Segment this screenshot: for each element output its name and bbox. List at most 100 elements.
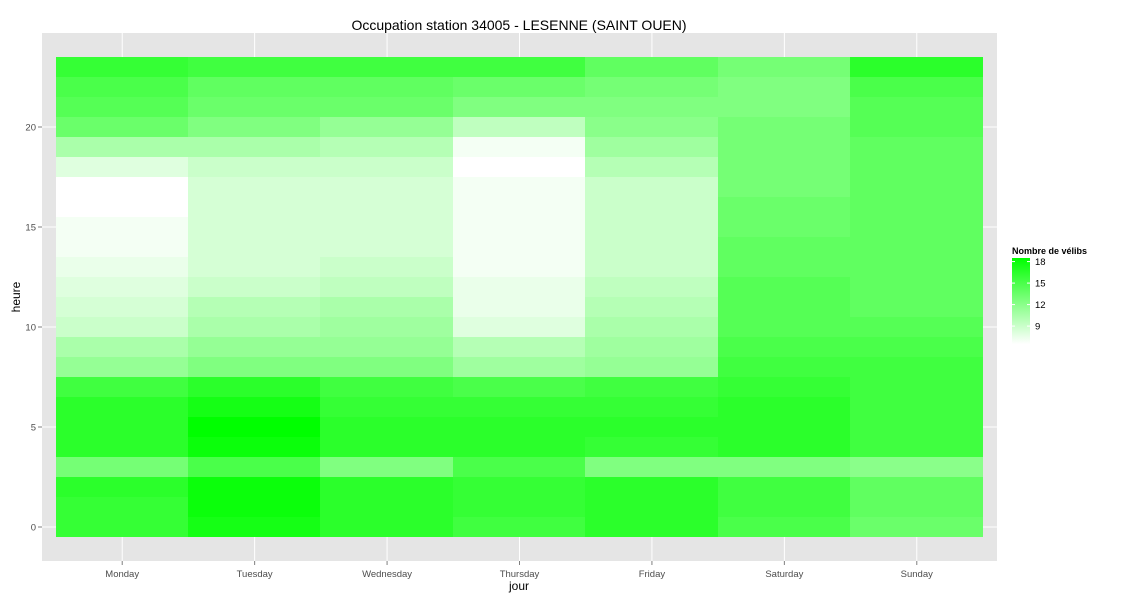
heatmap-tile [585, 297, 719, 317]
heatmap-tile [188, 417, 321, 437]
heatmap-tile [188, 257, 321, 277]
heatmap-tile [453, 97, 586, 117]
heatmap-tile [585, 397, 719, 417]
heatmap-tile [320, 277, 454, 297]
chart-title: Occupation station 34005 - LESENNE (SAIN… [351, 17, 686, 33]
heatmap-tile [56, 157, 189, 177]
heatmap-tile [585, 157, 719, 177]
heatmap-tile [718, 397, 851, 417]
heatmap-tile [188, 377, 321, 397]
heatmap-tile [850, 497, 983, 517]
heatmap-tile [453, 77, 586, 97]
heatmap-tile [188, 57, 321, 77]
heatmap-tile [453, 517, 586, 537]
heatmap-tile [453, 57, 586, 77]
heatmap-tile [585, 337, 719, 357]
heatmap-tile [585, 497, 719, 517]
heatmap-tile [188, 357, 321, 377]
heatmap-tile [718, 277, 851, 297]
x-tick-label: Thursday [500, 569, 540, 580]
heatmap-tile [188, 97, 321, 117]
heatmap-tile [453, 317, 586, 337]
heatmap-tile [585, 237, 719, 257]
heatmap-tile [188, 337, 321, 357]
y-tick-label: 15 [25, 223, 36, 234]
heatmap-tile [585, 517, 719, 537]
heatmap-tile [320, 217, 454, 237]
heatmap-tile [56, 377, 189, 397]
y-axis-label: heure [9, 281, 23, 312]
heatmap-tile [320, 77, 454, 97]
heatmap-tile [56, 497, 189, 517]
heatmap-tile [850, 137, 983, 157]
heatmap-tile [320, 97, 454, 117]
heatmap-tile [585, 277, 719, 297]
heatmap-tile [850, 237, 983, 257]
legend-ticks: 9 12 15 18 [1012, 257, 1046, 333]
heatmap-tile [585, 77, 719, 97]
heatmap-tile [56, 357, 189, 377]
heatmap-tile [56, 137, 189, 157]
heatmap-tile [320, 197, 454, 217]
heatmap-tile [453, 357, 586, 377]
x-tick-label: Monday [105, 569, 139, 580]
heatmap-tile [718, 157, 851, 177]
x-tick-label: Sunday [901, 569, 933, 580]
legend-label: 12 [1035, 300, 1046, 311]
heatmap-tile [718, 57, 851, 77]
heatmap-tile [585, 377, 719, 397]
legend-colorbar [1012, 258, 1030, 344]
heatmap-tile [718, 337, 851, 357]
heatmap-tile [585, 57, 719, 77]
heatmap-tile [453, 437, 586, 457]
heatmap-tile [320, 157, 454, 177]
heatmap-tile [320, 237, 454, 257]
heatmap-tile [188, 457, 321, 477]
heatmap-tile [585, 437, 719, 457]
heatmap-tile [320, 357, 454, 377]
heatmap-tile [188, 317, 321, 337]
heatmap-tile [56, 517, 189, 537]
heatmap-tile [585, 117, 719, 137]
heatmap-tile [850, 257, 983, 277]
heatmap-tile [56, 97, 189, 117]
heatmap-tile [850, 437, 983, 457]
heatmap-tile [188, 237, 321, 257]
heatmap-tile [56, 117, 189, 137]
heatmap-tile [585, 357, 719, 377]
heatmap-tile [585, 197, 719, 217]
heatmap-tile [188, 277, 321, 297]
heatmap-tile [188, 117, 321, 137]
heatmap-tile [453, 237, 586, 257]
x-axis: Monday Tuesday Wednesday Thursday Friday Satu… [105, 561, 933, 580]
heatmap-tile [188, 217, 321, 237]
heatmap-tile [850, 297, 983, 317]
heatmap-tile [56, 437, 189, 457]
heatmap-tile [850, 397, 983, 417]
heatmap-tile [453, 137, 586, 157]
heatmap-tile [850, 57, 983, 77]
heatmap-tile [850, 417, 983, 437]
heatmap-tile [320, 417, 454, 437]
heatmap-tile [56, 417, 189, 437]
heatmap-tile [453, 457, 586, 477]
heatmap-tile [718, 457, 851, 477]
x-tick-label: Friday [639, 569, 666, 580]
heatmap-tile [320, 497, 454, 517]
heatmap-tile [320, 177, 454, 197]
legend-title: Nombre de vélibs [1012, 246, 1087, 256]
heatmap-tile [850, 517, 983, 537]
heatmap-tile [453, 377, 586, 397]
heatmap-tile [56, 277, 189, 297]
x-tick-label: Tuesday [237, 569, 273, 580]
heatmap-tile [585, 217, 719, 237]
heatmap-tile [453, 417, 586, 437]
heatmap-tile [56, 397, 189, 417]
legend-label: 15 [1035, 279, 1046, 290]
heatmap-tile [585, 177, 719, 197]
heatmap-tile [718, 317, 851, 337]
heatmap-tile [850, 177, 983, 197]
heatmap-tile [320, 517, 454, 537]
heatmap-tile [453, 217, 586, 237]
heatmap-tile [320, 297, 454, 317]
